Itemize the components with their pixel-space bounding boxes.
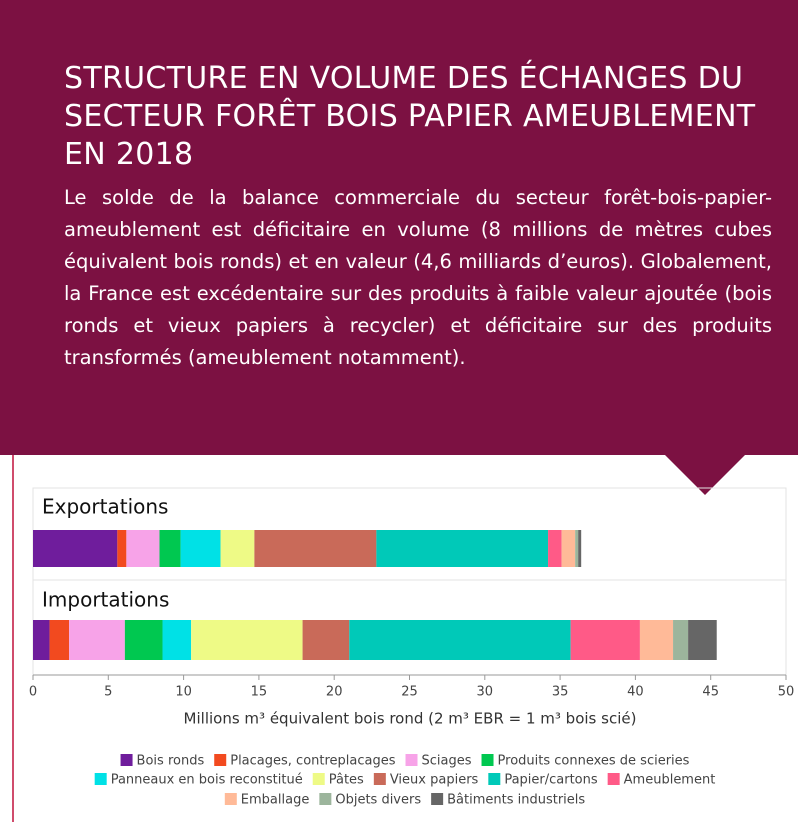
- legend-swatch: [224, 793, 237, 805]
- x-tick-label: 50: [778, 685, 795, 700]
- legend-label: Bois ronds: [137, 754, 205, 769]
- bar-segment: [548, 530, 562, 567]
- legend-swatch: [481, 754, 494, 766]
- bar-segment: [220, 530, 255, 567]
- bar-segment: [180, 530, 221, 567]
- legend-label: Produits connexes de scieries: [498, 754, 690, 769]
- x-tick-label: 25: [401, 685, 418, 700]
- bar-segment: [673, 620, 689, 660]
- bar-segment: [126, 530, 160, 567]
- legend-swatch: [319, 793, 332, 805]
- legend-row: Bois ronds Placages, contreplacages Sciage…: [120, 754, 690, 769]
- legend-swatch: [312, 773, 325, 785]
- x-tick-label: 40: [627, 685, 644, 700]
- legend-label: Sciages: [422, 754, 472, 769]
- legend-label: Ameublement: [624, 773, 716, 788]
- bar-segment: [575, 530, 579, 567]
- legend-row: Panneaux en bois reconstitué Pâtes Vieux p…: [94, 773, 716, 788]
- bar-segment: [688, 620, 717, 660]
- bar-segment: [191, 620, 303, 660]
- row-label: Importations: [42, 588, 169, 612]
- legend-label: Papier/cartons: [504, 773, 598, 788]
- legend-label: Pâtes: [329, 773, 364, 788]
- bar-segment: [376, 530, 549, 567]
- bar-segment: [33, 620, 50, 660]
- legend-label: Objets divers: [335, 793, 421, 808]
- chart: Millions m³ équivalent bois rond (2 m³ E…: [12, 455, 795, 822]
- bar-segment: [254, 530, 377, 567]
- x-tick-label: 10: [175, 685, 192, 700]
- bar-segment: [578, 530, 582, 567]
- bar-segment: [49, 620, 70, 660]
- pointer: [665, 455, 745, 495]
- bar-segment: [117, 530, 127, 567]
- legend-swatch: [373, 773, 386, 785]
- x-tick-label: 15: [251, 685, 268, 700]
- x-axis-label: Millions m³ équivalent bois rond (2 m³ E…: [184, 710, 637, 728]
- bar-segment: [33, 530, 118, 567]
- legend-label: Placages, contreplacages: [230, 754, 396, 769]
- legend-label: Panneaux en bois reconstitué: [111, 773, 303, 788]
- legend-swatch: [431, 793, 444, 805]
- legend-label: Bâtiments industriels: [447, 793, 585, 808]
- legend-swatch: [607, 773, 620, 785]
- x-tick-label: 20: [326, 685, 343, 700]
- x-tick-label: 30: [477, 685, 494, 700]
- legend-swatch: [120, 754, 133, 766]
- bar-segment: [124, 620, 163, 660]
- bar-segment: [639, 620, 674, 660]
- x-tick-label: 45: [702, 685, 719, 700]
- bar-segment: [302, 620, 350, 660]
- legend-swatch: [94, 773, 107, 785]
- legend-swatch: [405, 754, 418, 766]
- x-tick-label: 35: [552, 685, 569, 700]
- bar-segment: [69, 620, 125, 660]
- bar-segment: [561, 530, 576, 567]
- legend-row: Emballage Objets divers Bâtiments industri…: [224, 793, 585, 808]
- legend-label: Vieux papiers: [390, 773, 479, 788]
- legend-label: Emballage: [241, 793, 310, 808]
- chart-subtitle: Le solde de la balance commerciale du se…: [64, 186, 772, 369]
- bar-segment: [349, 620, 571, 660]
- legend-swatch: [488, 773, 501, 785]
- row-label: Exportations: [42, 495, 168, 519]
- x-tick-label: 5: [104, 685, 112, 700]
- chart-title: STRUCTURE EN VOLUME DES ÉCHANGES DU SECT…: [64, 61, 756, 172]
- bar-segment: [159, 530, 181, 567]
- bar-segment: [570, 620, 640, 660]
- bar-segment: [162, 620, 192, 660]
- x-tick-label: 0: [29, 685, 37, 700]
- header: STRUCTURE EN VOLUME DES ÉCHANGES DU SECT…: [0, 0, 798, 455]
- legend-swatch: [214, 754, 227, 766]
